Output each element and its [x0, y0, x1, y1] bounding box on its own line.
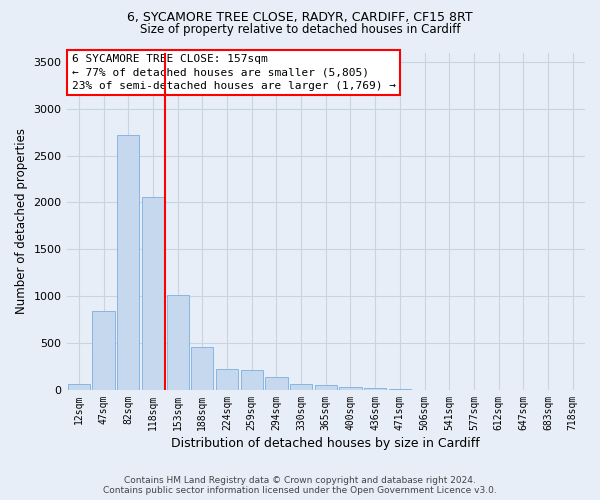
Bar: [241, 370, 263, 390]
Bar: [92, 311, 115, 390]
Text: 6, SYCAMORE TREE CLOSE, RADYR, CARDIFF, CF15 8RT: 6, SYCAMORE TREE CLOSE, RADYR, CARDIFF, …: [127, 11, 473, 24]
Bar: [364, 388, 386, 390]
Y-axis label: Number of detached properties: Number of detached properties: [15, 128, 28, 314]
Bar: [340, 387, 362, 390]
Text: Contains HM Land Registry data © Crown copyright and database right 2024.
Contai: Contains HM Land Registry data © Crown c…: [103, 476, 497, 495]
Bar: [117, 135, 139, 390]
Bar: [216, 369, 238, 390]
Bar: [265, 378, 287, 390]
Bar: [314, 385, 337, 390]
X-axis label: Distribution of detached houses by size in Cardiff: Distribution of detached houses by size …: [172, 437, 480, 450]
Bar: [191, 347, 214, 390]
Text: 6 SYCAMORE TREE CLOSE: 157sqm
← 77% of detached houses are smaller (5,805)
23% o: 6 SYCAMORE TREE CLOSE: 157sqm ← 77% of d…: [72, 54, 396, 90]
Bar: [142, 197, 164, 390]
Bar: [68, 384, 90, 390]
Text: Size of property relative to detached houses in Cardiff: Size of property relative to detached ho…: [140, 22, 460, 36]
Bar: [167, 296, 189, 390]
Bar: [290, 384, 312, 390]
